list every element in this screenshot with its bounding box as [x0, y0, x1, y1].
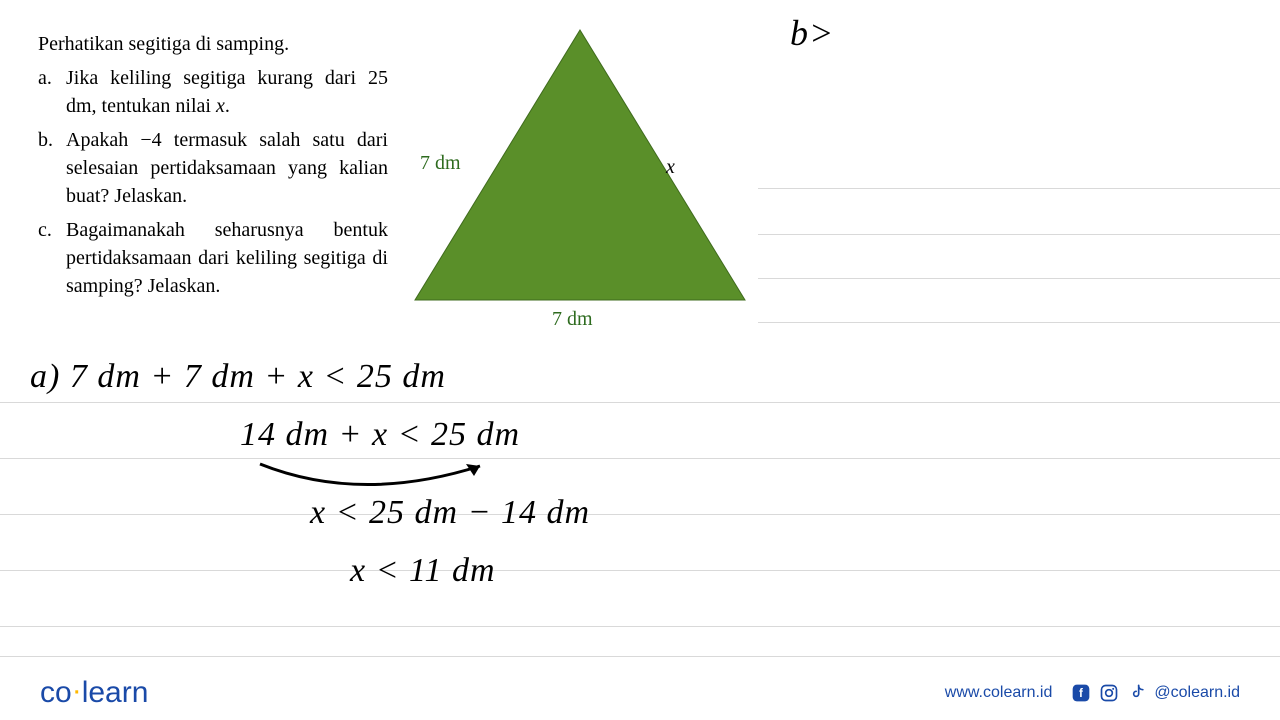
- svg-text:f: f: [1079, 687, 1083, 700]
- tiktok-icon: [1126, 682, 1148, 704]
- paper-line: [758, 322, 1280, 323]
- triangle-svg: [390, 24, 750, 344]
- item-marker: a.: [38, 64, 66, 120]
- paper-line: [0, 458, 1280, 459]
- handwriting-line-4: x < 11 dm: [350, 552, 496, 590]
- item-body: Apakah −4 termasuk salah satu dari seles…: [66, 126, 388, 210]
- handwriting-part-b: b>: [790, 12, 834, 54]
- logo-dot-icon: ·: [72, 674, 82, 707]
- handwriting-line-2: 14 dm + x < 25 dm: [240, 416, 520, 454]
- item-body: Bagaimanakah seharusnya bentuk pertidaks…: [66, 216, 388, 300]
- paper-line: [0, 570, 1280, 571]
- handwriting-line-3: x < 25 dm − 14 dm: [310, 494, 590, 532]
- problem-item-b: b. Apakah −4 termasuk salah satu dari se…: [38, 126, 388, 210]
- paper-line: [758, 278, 1280, 279]
- triangle-label-bottom: 7 dm: [552, 308, 593, 331]
- footer-social: f @colearn.id: [1070, 682, 1240, 704]
- logo-learn: learn: [82, 676, 149, 709]
- footer: co·learn www.colearn.id f @colearn.id: [0, 666, 1280, 720]
- item-marker: b.: [38, 126, 66, 210]
- problem-list: a. Jika keliling segitiga kurang dari 25…: [38, 64, 388, 300]
- problem-item-c: c. Bagaimanakah seharusnya bentuk pertid…: [38, 216, 388, 300]
- triangle-label-right: x: [666, 156, 675, 179]
- problem-intro: Perhatikan segitiga di samping.: [38, 30, 388, 58]
- footer-url: www.colearn.id: [945, 684, 1053, 702]
- triangle-label-left: 7 dm: [420, 152, 461, 175]
- paper-line: [758, 188, 1280, 189]
- handwriting-line-1: a) 7 dm + 7 dm + x < 25 dm: [30, 358, 446, 396]
- paper-line: [0, 514, 1280, 515]
- paper-line: [0, 656, 1280, 657]
- logo-co: co: [40, 676, 72, 709]
- item-marker: c.: [38, 216, 66, 300]
- page-root: Perhatikan segitiga di samping. a. Jika …: [0, 0, 1280, 720]
- paper-line: [0, 626, 1280, 627]
- footer-right: www.colearn.id f @colearn.id: [945, 682, 1240, 704]
- problem-item-a: a. Jika keliling segitiga kurang dari 25…: [38, 64, 388, 120]
- triangle-figure: 7 dm x 7 dm: [390, 24, 750, 344]
- paper-line: [758, 234, 1280, 235]
- facebook-icon: f: [1070, 682, 1092, 704]
- footer-handle: @colearn.id: [1154, 684, 1240, 702]
- paper-line: [0, 402, 1280, 403]
- handwriting-arrow: [240, 456, 520, 496]
- problem-text: Perhatikan segitiga di samping. a. Jika …: [38, 30, 388, 306]
- item-body: Jika keliling segitiga kurang dari 25 dm…: [66, 64, 388, 120]
- brand-logo: co·learn: [40, 676, 148, 710]
- instagram-icon: [1098, 682, 1120, 704]
